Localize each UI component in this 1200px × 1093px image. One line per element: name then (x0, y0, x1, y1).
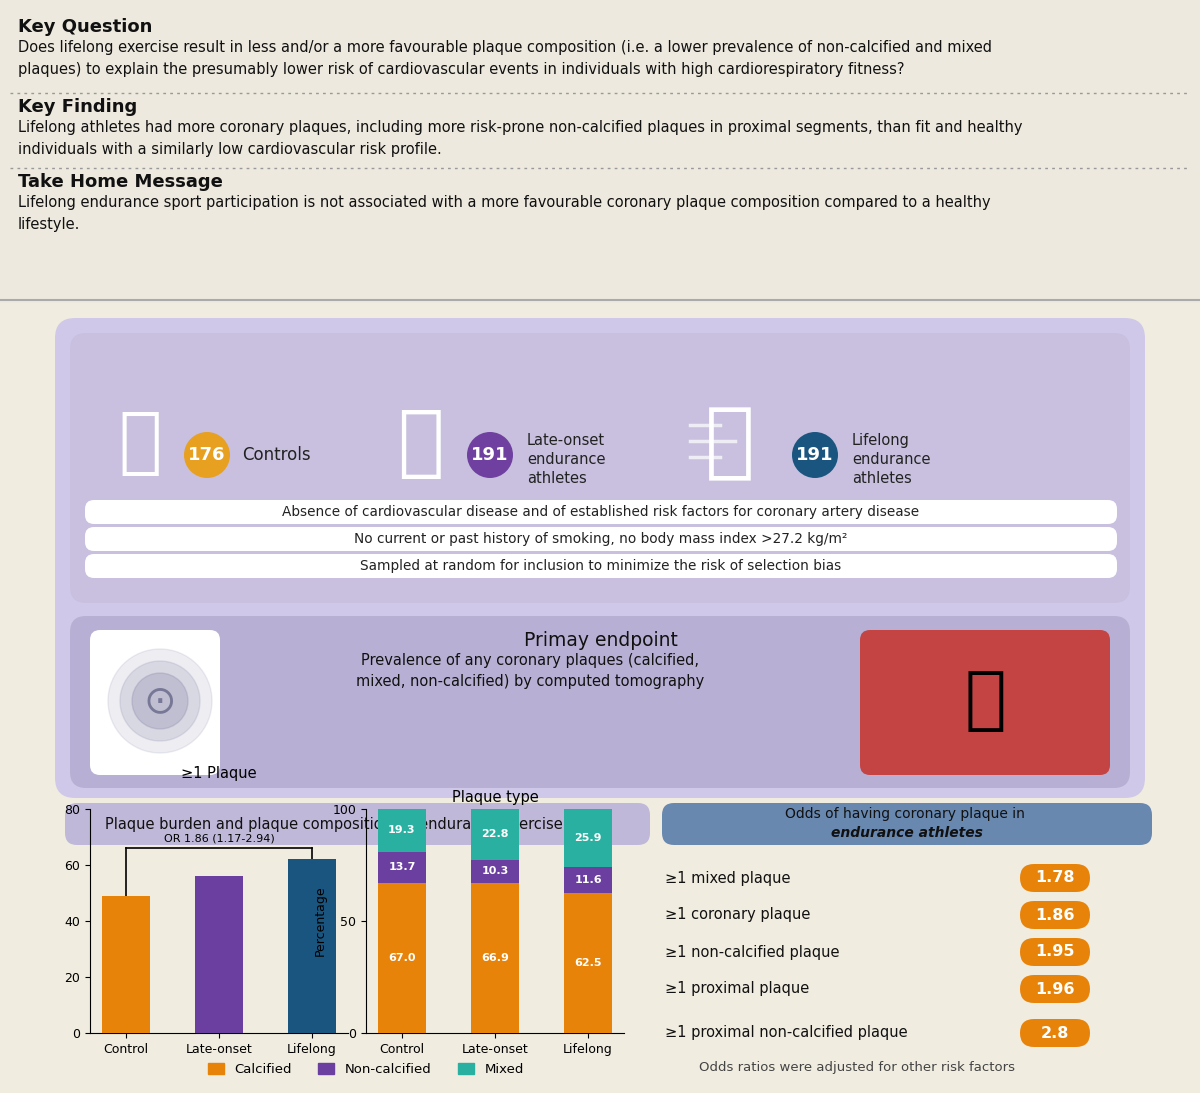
Bar (194, 877, 244, 1033)
FancyBboxPatch shape (90, 630, 220, 775)
Bar (378, 883, 426, 1033)
FancyBboxPatch shape (1020, 938, 1090, 966)
Text: Lifelong
endurance
athletes: Lifelong endurance athletes (852, 433, 930, 486)
Text: 25.9: 25.9 (575, 833, 602, 843)
Legend: Calcified, Non-calcified, Mixed: Calcified, Non-calcified, Mixed (203, 1057, 529, 1081)
Text: Lifelong athletes had more coronary plaques, including more risk-prone non-calci: Lifelong athletes had more coronary plaq… (18, 120, 1022, 156)
Text: 2.8: 2.8 (1040, 1025, 1069, 1041)
Bar (378, 853, 426, 883)
Title: ≥1 Plaque: ≥1 Plaque (181, 766, 257, 781)
Text: 191: 191 (797, 446, 834, 465)
Ellipse shape (467, 432, 514, 478)
Bar (564, 809, 612, 867)
Text: ≥1 proximal non-calcified plaque: ≥1 proximal non-calcified plaque (665, 1025, 907, 1041)
FancyBboxPatch shape (1020, 1019, 1090, 1047)
Text: Lifelong endurance sport participation is not associated with a more favourable : Lifelong endurance sport participation i… (18, 195, 991, 232)
Text: Primay endpoint: Primay endpoint (524, 631, 678, 650)
FancyBboxPatch shape (85, 500, 1117, 524)
Text: Key Question: Key Question (18, 17, 152, 36)
Ellipse shape (184, 432, 230, 478)
FancyBboxPatch shape (1020, 975, 1090, 1003)
Text: Take Home Message: Take Home Message (18, 173, 223, 191)
Text: 22.8: 22.8 (481, 830, 509, 839)
Text: 1.96: 1.96 (1036, 982, 1075, 997)
Text: Odds of having coronary plaque in: Odds of having coronary plaque in (785, 807, 1030, 821)
Text: 🚴: 🚴 (706, 402, 755, 483)
Text: Sampled at random for inclusion to minimize the risk of selection bias: Sampled at random for inclusion to minim… (360, 559, 841, 573)
Text: ≥1 coronary plaque: ≥1 coronary plaque (665, 907, 810, 922)
Text: Absence of cardiovascular disease and of established risk factors for coronary a: Absence of cardiovascular disease and of… (282, 505, 919, 519)
FancyBboxPatch shape (70, 616, 1130, 788)
FancyBboxPatch shape (85, 554, 1117, 578)
Bar (564, 867, 612, 893)
Text: 19.3: 19.3 (388, 825, 415, 835)
FancyBboxPatch shape (65, 803, 650, 845)
Text: Odds ratios were adjusted for other risk factors: Odds ratios were adjusted for other risk… (698, 1061, 1015, 1074)
Text: 13.7: 13.7 (389, 862, 415, 872)
FancyBboxPatch shape (55, 318, 1145, 798)
Text: 67.0: 67.0 (388, 953, 415, 963)
Bar (564, 893, 612, 1033)
Text: 🚶: 🚶 (119, 409, 162, 478)
Text: Late-onset
endurance
athletes: Late-onset endurance athletes (527, 433, 606, 486)
Text: OR 1.86 (1.17-2.94): OR 1.86 (1.17-2.94) (163, 834, 275, 844)
Bar (0, 0, 1200, 303)
Bar (378, 809, 426, 853)
Text: 1.95: 1.95 (1036, 944, 1075, 960)
Y-axis label: Percentage: Percentage (314, 885, 326, 956)
FancyBboxPatch shape (70, 333, 1130, 603)
Text: 🫀: 🫀 (964, 668, 1006, 734)
Text: ⊙: ⊙ (144, 682, 176, 720)
Circle shape (120, 661, 200, 741)
Circle shape (132, 673, 188, 729)
Text: 1.78: 1.78 (1036, 870, 1075, 885)
Text: 🚴: 🚴 (397, 406, 443, 481)
Bar (470, 809, 520, 860)
Text: Plaque burden and plaque composition by endurance exercise group: Plaque burden and plaque composition by … (104, 816, 610, 832)
Text: No current or past history of smoking, no body mass index >27.2 kg/m²: No current or past history of smoking, n… (354, 532, 847, 546)
Bar (102, 895, 150, 1033)
Text: Key Finding: Key Finding (18, 98, 137, 116)
Bar (470, 860, 520, 883)
FancyBboxPatch shape (85, 527, 1117, 551)
Text: 62.5: 62.5 (575, 957, 602, 968)
Text: 10.3: 10.3 (481, 867, 509, 877)
Text: ≥1 non-calcified plaque: ≥1 non-calcified plaque (665, 944, 840, 960)
Text: 66.9: 66.9 (481, 953, 509, 963)
Ellipse shape (792, 432, 838, 478)
Text: 11.6: 11.6 (575, 874, 602, 885)
Bar (288, 859, 336, 1033)
Text: 191: 191 (472, 446, 509, 465)
FancyBboxPatch shape (860, 630, 1110, 775)
Text: ≥1 mixed plaque: ≥1 mixed plaque (665, 870, 791, 885)
Circle shape (108, 649, 212, 753)
Bar (470, 883, 520, 1033)
FancyBboxPatch shape (1020, 863, 1090, 892)
Text: 1.86: 1.86 (1036, 907, 1075, 922)
Text: Controls: Controls (242, 446, 311, 465)
FancyBboxPatch shape (662, 803, 1152, 845)
Text: endurance athletes: endurance athletes (832, 826, 983, 841)
Text: ≥1 proximal plaque: ≥1 proximal plaque (665, 982, 809, 997)
Title: Plaque type: Plaque type (451, 790, 539, 804)
Text: Prevalence of any coronary plaques (calcified,
mixed, non-calcified) by computed: Prevalence of any coronary plaques (calc… (356, 653, 704, 689)
FancyBboxPatch shape (1020, 901, 1090, 929)
Text: Does lifelong exercise result in less and/or a more favourable plaque compositio: Does lifelong exercise result in less an… (18, 40, 992, 77)
Text: 176: 176 (188, 446, 226, 465)
